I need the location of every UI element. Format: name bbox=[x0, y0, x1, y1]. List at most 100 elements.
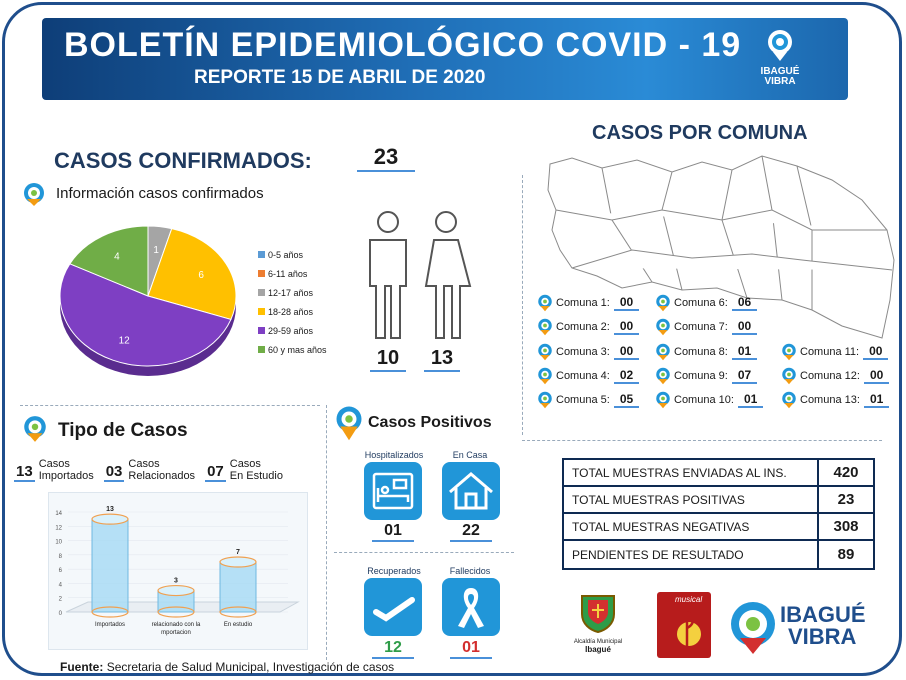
comuna-list: Comuna 1: 00 Comuna 2: 00 Comuna 3: 00 Comuna … bbox=[536, 294, 906, 424]
muestras-table: TOTAL MUESTRAS ENVIADAS AL INS. 420 TOTAL … bbox=[562, 458, 875, 570]
footer-source: Fuente: Secretaria de Salud Municipal, I… bbox=[60, 660, 394, 674]
confirmed-label: CASOS CONFIRMADOS: bbox=[54, 148, 312, 173]
bar-cap bbox=[157, 584, 195, 597]
footer-bold: Fuente: bbox=[60, 660, 104, 674]
hospital-bed-icon bbox=[364, 462, 422, 520]
tipo-label-1: Casos bbox=[128, 458, 160, 470]
x-tick-label: Importados bbox=[95, 622, 125, 628]
divider-v1 bbox=[522, 175, 523, 435]
comuna-value: 00 bbox=[613, 344, 640, 360]
comuna-value: 00 bbox=[863, 368, 890, 384]
legend-swatch bbox=[258, 308, 265, 315]
legend-swatch bbox=[258, 251, 265, 258]
location-pin-icon bbox=[782, 367, 796, 385]
table-row: TOTAL MUESTRAS NEGATIVAS 308 bbox=[564, 514, 873, 541]
legend-swatch bbox=[258, 289, 265, 296]
location-pin-icon bbox=[538, 367, 552, 385]
male-female-icon bbox=[369, 211, 472, 339]
tipo-label-2: Importados bbox=[38, 470, 94, 482]
vibra-text: VIBRA bbox=[788, 624, 857, 649]
pie-data-label: 6 bbox=[198, 270, 204, 281]
table-cell-label: TOTAL MUESTRAS NEGATIVAS bbox=[564, 514, 819, 539]
comuna-value: 01 bbox=[863, 392, 890, 408]
y-tick-label: 12 bbox=[55, 525, 62, 531]
tipo-num: 07 bbox=[205, 463, 226, 482]
tipo-num: 13 bbox=[14, 463, 35, 482]
pie-data-label: 4 bbox=[114, 251, 120, 262]
tipo-bar-chart: 0 2 4 6 8 10 12 14 13 Importados 3 relacionado con … bbox=[55, 506, 300, 636]
comuna-item: Comuna 2: 00 bbox=[536, 318, 640, 336]
location-pin-icon bbox=[538, 294, 552, 312]
alcaldia-text-1: Alcaldía Municipal bbox=[573, 639, 623, 645]
bar-base bbox=[91, 606, 129, 618]
bar-base bbox=[157, 606, 195, 618]
fall-value: 01 bbox=[450, 639, 492, 659]
comuna-value: 00 bbox=[731, 319, 758, 335]
location-pin-icon bbox=[782, 391, 796, 409]
legend-label: 0-5 años bbox=[268, 249, 304, 260]
pie-data-label: 1 bbox=[153, 245, 159, 256]
tipo-label: Casos En Estudio bbox=[230, 458, 283, 482]
logo-text-2: VIBRA bbox=[764, 76, 796, 87]
y-tick-label: 14 bbox=[55, 511, 62, 517]
comuna-label: Comuna 4: bbox=[556, 370, 610, 382]
y-tick-label: 10 bbox=[55, 540, 62, 546]
comuna-label: Comuna 8: bbox=[674, 346, 728, 358]
location-pin-icon bbox=[656, 294, 670, 312]
bar bbox=[91, 518, 129, 613]
location-pin-icon bbox=[336, 406, 362, 441]
male-count: 10 bbox=[370, 347, 406, 372]
ribbon-icon bbox=[442, 578, 500, 636]
table-row: PENDIENTES DE RESULTADO 89 bbox=[564, 541, 873, 568]
comuna-label: Comuna 9: bbox=[674, 370, 728, 382]
bar-data-label: 13 bbox=[106, 506, 114, 513]
comuna-value: 00 bbox=[613, 319, 640, 335]
comuna-value: 00 bbox=[863, 344, 889, 360]
comuna-label: Comuna 10: bbox=[674, 394, 734, 406]
location-pin-icon bbox=[538, 391, 552, 409]
comuna-item: Comuna 3: 00 bbox=[536, 343, 640, 361]
table-cell-label: TOTAL MUESTRAS POSITIVAS bbox=[564, 487, 819, 512]
comuna-item: Comuna 5: 05 bbox=[536, 391, 640, 409]
table-cell-label: TOTAL MUESTRAS ENVIADAS AL INS. bbox=[564, 460, 819, 485]
legend-label: 29-59 años bbox=[268, 325, 314, 336]
coat-of-arms-icon bbox=[581, 595, 615, 634]
comuna-item: Comuna 8: 01 bbox=[654, 343, 758, 361]
comuna-label: Comuna 7: bbox=[674, 321, 728, 333]
page-subtitle: REPORTE 15 DE ABRIL DE 2020 bbox=[194, 67, 486, 88]
y-tick-label: 0 bbox=[59, 611, 63, 617]
table-cell-value: 89 bbox=[837, 546, 855, 563]
positivos-title: Casos Positivos bbox=[368, 414, 492, 431]
location-pin-icon bbox=[538, 343, 552, 361]
tipo-item: 07 Casos En Estudio bbox=[205, 458, 283, 482]
comuna-item: Comuna 6: 06 bbox=[654, 294, 758, 312]
divider-h3 bbox=[334, 552, 514, 553]
comuna-item: Comuna 10: 01 bbox=[654, 391, 764, 409]
location-pin-icon bbox=[731, 602, 775, 654]
tipo-label: Casos Importados bbox=[39, 458, 94, 482]
legend-item: 12-17 años bbox=[258, 283, 348, 302]
location-pin-icon bbox=[538, 318, 552, 336]
legend-label: 60 y mas años bbox=[268, 344, 327, 355]
comuna-item: Comuna 11: 00 bbox=[780, 343, 889, 361]
alcaldia-text-2: Ibagué bbox=[585, 645, 611, 654]
comuna-item: Comuna 9: 07 bbox=[654, 367, 758, 385]
comuna-value: 02 bbox=[613, 368, 640, 384]
location-pin-icon bbox=[656, 343, 670, 361]
y-tick-label: 6 bbox=[59, 568, 63, 574]
comuna-value: 07 bbox=[731, 368, 758, 384]
divider-h1 bbox=[20, 405, 320, 406]
table-cell-value: 23 bbox=[837, 491, 855, 508]
header-banner: BOLETÍN EPIDEMIOLÓGICO COVID - 19 REPORT… bbox=[42, 18, 848, 100]
confirmed-value: 23 bbox=[357, 144, 415, 172]
x-tick-label: relacionado con la bbox=[152, 622, 201, 628]
bar-data-label: 3 bbox=[174, 578, 178, 585]
table-cell-label: PENDIENTES DE RESULTADO bbox=[564, 541, 819, 568]
tipo-label-2: En Estudio bbox=[229, 470, 283, 482]
legend-item: 0-5 años bbox=[258, 245, 348, 264]
hosp-label: Hospitalizados bbox=[364, 450, 424, 460]
tipo-items: 13 Casos Importados 03 Casos Relacionados … bbox=[14, 458, 283, 482]
comuna-label: Comuna 5: bbox=[556, 394, 610, 406]
y-tick-label: 4 bbox=[59, 582, 63, 588]
